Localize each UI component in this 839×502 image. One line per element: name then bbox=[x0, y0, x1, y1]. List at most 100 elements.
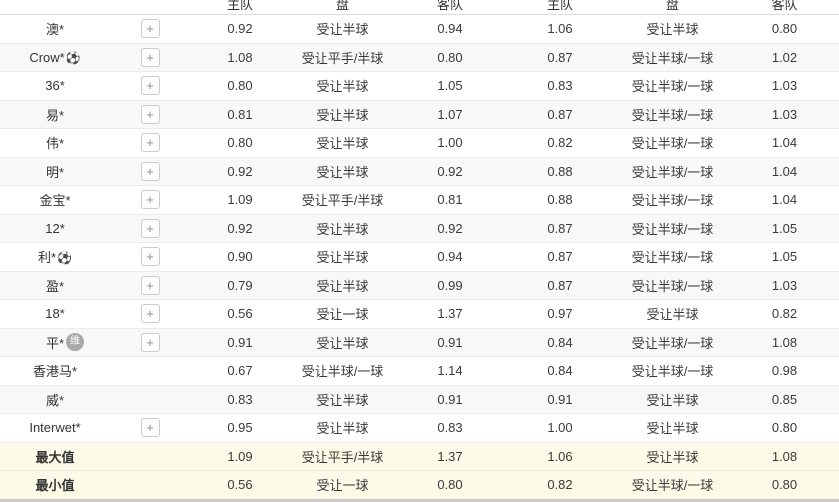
home-odds-current: 1.06 bbox=[547, 21, 573, 37]
bookmaker-name: 威* bbox=[45, 392, 65, 408]
bookmaker-cell: 36* bbox=[0, 71, 110, 100]
handicap-current: 受让半球 bbox=[615, 299, 730, 328]
away-odds-current: 0.80 bbox=[730, 470, 839, 500]
expand-odds-button[interactable]: + bbox=[140, 161, 160, 181]
away-odds-current: 1.05 bbox=[730, 213, 839, 243]
home-odds-first: 0.90 bbox=[190, 242, 290, 271]
handicap-current: 受让半球/一球 bbox=[615, 242, 730, 271]
away-odds-first: 0.99 bbox=[395, 270, 505, 300]
handicap-current: 受让半球/一球 bbox=[615, 71, 730, 100]
handicap-first: 受让平手/半球 bbox=[290, 185, 395, 214]
expand-odds-button[interactable]: + bbox=[140, 133, 160, 153]
bookmaker-cell: 金宝* bbox=[0, 185, 110, 214]
expand-odds-button[interactable]: + bbox=[140, 332, 160, 352]
table-row: 利*⚽ + 0.90 受让半球 0.94 0.87 受让半球/一球 1.05 bbox=[0, 242, 839, 271]
table-row: 香港马* 0.67 受让半球/一球 1.14 0.84 受让半球/一球 0.98 bbox=[0, 356, 839, 385]
expand-cell: + bbox=[110, 71, 190, 100]
handicap-first: 受让半球 bbox=[290, 384, 395, 414]
expand-odds-button[interactable]: + bbox=[140, 190, 160, 210]
expand-odds-button[interactable]: + bbox=[140, 275, 160, 295]
handicap-first: 受让半球 bbox=[290, 213, 395, 243]
handicap-first: 受让半球 bbox=[290, 242, 395, 271]
home-odds-first: 0.79 bbox=[190, 270, 290, 300]
bookmaker-cell: 易* bbox=[0, 99, 110, 129]
expand-cell bbox=[110, 356, 190, 385]
home-odds-first: 0.92 bbox=[190, 156, 290, 186]
expand-cell: + bbox=[110, 327, 190, 357]
table-row: 盈* + 0.79 受让半球 0.99 0.87 受让半球/一球 1.03 bbox=[0, 270, 839, 300]
bookmaker-name: 伟* bbox=[45, 136, 65, 152]
plus-icon: + bbox=[146, 192, 154, 208]
bookmaker-cell: 利*⚽ bbox=[0, 242, 110, 271]
bookmaker-cell: 威* bbox=[0, 384, 110, 414]
header-col: 盘 bbox=[290, 0, 395, 15]
handicap-current: 受让半球/一球 bbox=[615, 270, 730, 300]
bookmaker-cell: 明* bbox=[0, 156, 110, 186]
table-row: 最小值 0.56 受让一球 0.80 0.82 受让半球/一球 0.80 bbox=[0, 470, 839, 500]
home-odds-first: 1.08 bbox=[190, 42, 290, 72]
bookmaker-cell: 盈* bbox=[0, 270, 110, 300]
header-label: 盘 bbox=[335, 0, 349, 12]
table-row: 36* + 0.80 受让半球 1.05 0.83 受让半球/一球 1.03 bbox=[0, 71, 839, 100]
handicap-current: 受让半球 bbox=[615, 413, 730, 442]
expand-cell: + bbox=[110, 42, 190, 72]
expand-cell bbox=[110, 384, 190, 414]
home-odds-current: 0.84 bbox=[505, 327, 615, 357]
handicap-current: 受让半球 bbox=[615, 441, 730, 471]
plus-icon: + bbox=[146, 334, 154, 350]
home-odds-first: 0.80 bbox=[190, 71, 290, 100]
away-odds-current: 0.80 bbox=[771, 21, 798, 37]
table-row: 18* + 0.56 受让一球 1.37 0.97 受让半球 0.82 bbox=[0, 299, 839, 328]
handicap-first: 受让半球 bbox=[290, 413, 395, 442]
plus-icon: + bbox=[146, 306, 154, 322]
away-odds-first: 1.37 bbox=[395, 299, 505, 328]
expand-cell: + bbox=[110, 242, 190, 271]
away-odds-first: 0.91 bbox=[395, 327, 505, 357]
expand-odds-button[interactable]: + bbox=[140, 47, 160, 67]
expand-odds-button[interactable]: + bbox=[140, 218, 160, 238]
header-label: 主队 bbox=[226, 0, 253, 12]
header-col: 客队 bbox=[395, 0, 505, 15]
home-odds-current: 0.83 bbox=[505, 71, 615, 100]
bookmaker-name: 18* bbox=[45, 306, 65, 322]
bookmaker-cell: Interwet* bbox=[0, 413, 110, 442]
table-row: 12* + 0.92 受让半球 0.92 0.87 受让半球/一球 1.05 bbox=[0, 213, 839, 243]
plus-icon: + bbox=[146, 21, 154, 37]
expand-odds-button[interactable]: + bbox=[140, 76, 160, 96]
away-odds-current: 0.85 bbox=[730, 384, 839, 414]
expand-odds-button[interactable]: + bbox=[140, 418, 160, 438]
handicap-current: 受让半球/一球 bbox=[615, 156, 730, 186]
handicap-current: 受让半球/一球 bbox=[615, 470, 730, 500]
home-odds-first: 1.09 bbox=[190, 441, 290, 471]
home-odds-current: 0.91 bbox=[505, 384, 615, 414]
header-col: 主队 bbox=[505, 0, 615, 15]
table-row: Interwet* + 0.95 受让半球 0.83 1.00 受让半球 0.8… bbox=[0, 413, 839, 442]
bookmaker-cell: 12* bbox=[0, 213, 110, 243]
header-label: 盘 bbox=[665, 0, 679, 12]
expand-cell: + bbox=[110, 213, 190, 243]
table-row: 金宝* + 1.09 受让平手/半球 0.81 0.88 受让半球/一球 1.0… bbox=[0, 185, 839, 214]
expand-cell: + bbox=[110, 15, 190, 44]
home-odds-first: 1.09 bbox=[190, 185, 290, 214]
away-odds-first: 0.92 bbox=[395, 156, 505, 186]
soccer-ball-icon: ⚽ bbox=[57, 251, 72, 266]
handicap-first: 受让半球 bbox=[316, 22, 369, 38]
home-odds-current: 0.87 bbox=[505, 270, 615, 300]
bookmaker-cell: 最小值 bbox=[0, 470, 110, 500]
handicap-current: 受让半球/一球 bbox=[615, 327, 730, 357]
handicap-first: 受让半球 bbox=[290, 128, 395, 157]
expand-odds-button[interactable]: + bbox=[140, 304, 160, 324]
expand-cell: + bbox=[110, 413, 190, 442]
table-row: 伟* + 0.80 受让半球 1.00 0.82 受让半球/一球 1.04 bbox=[0, 128, 839, 157]
plus-icon: + bbox=[146, 249, 154, 265]
handicap-current: 受让半球 bbox=[646, 22, 699, 38]
home-odds-current: 0.84 bbox=[505, 356, 615, 385]
expand-odds-button[interactable]: + bbox=[140, 104, 160, 124]
table-row: 易* + 0.81 受让半球 1.07 0.87 受让半球/一球 1.03 bbox=[0, 99, 839, 129]
away-odds-current: 1.02 bbox=[730, 42, 839, 72]
expand-odds-button[interactable]: + bbox=[140, 19, 160, 39]
expand-odds-button[interactable]: + bbox=[140, 247, 160, 267]
away-odds-first: 1.07 bbox=[395, 99, 505, 129]
header-label: 客队 bbox=[771, 0, 798, 12]
table-row: 明* + 0.92 受让半球 0.92 0.88 受让半球/一球 1.04 bbox=[0, 156, 839, 186]
